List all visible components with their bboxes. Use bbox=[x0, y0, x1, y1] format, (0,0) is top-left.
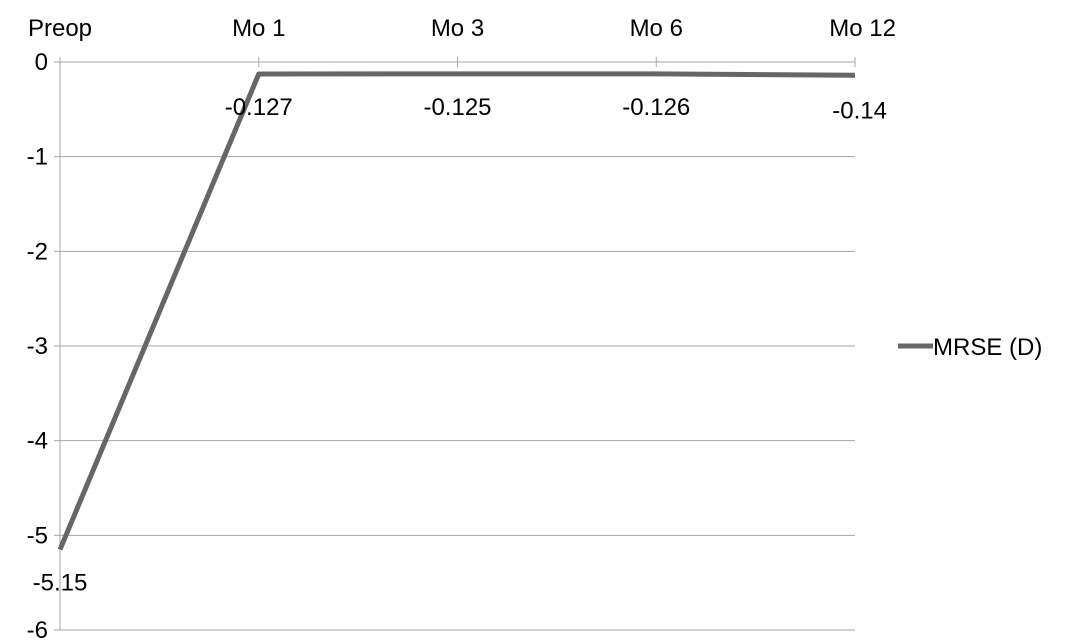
legend-label-0: MRSE (D) bbox=[933, 334, 1042, 361]
y-tick-label-2: -2 bbox=[27, 238, 48, 265]
gridlines bbox=[60, 156, 855, 631]
data-label-0-0: -5.15 bbox=[33, 570, 88, 597]
x-tick-label-3: Mo 6 bbox=[630, 15, 683, 42]
y-tick-label-6: -6 bbox=[27, 617, 48, 641]
series-lines bbox=[57, 71, 856, 551]
data-label-0-4: -0.14 bbox=[832, 97, 887, 124]
x-tick-label-2: Mo 3 bbox=[431, 15, 484, 42]
y-tick-label-3: -3 bbox=[27, 333, 48, 360]
y-axis-ticks: 0 -1 -2 -3 -4 -5 -6 bbox=[27, 49, 48, 641]
y-tick-label-5: -5 bbox=[27, 522, 48, 549]
x-axis-ticks: Preop Mo 1 Mo 3 Mo 6 Mo 12 bbox=[28, 15, 896, 42]
x-tick-label-4: Mo 12 bbox=[829, 15, 896, 42]
data-label-0-1: -0.127 bbox=[225, 94, 293, 121]
data-labels: -5.15 -0.127 -0.125 -0.126 -0.14 bbox=[33, 94, 887, 597]
axes bbox=[54, 57, 856, 631]
y-tick-label-4: -4 bbox=[27, 428, 48, 455]
x-tick-label-1: Mo 1 bbox=[232, 15, 285, 42]
data-label-0-3: -0.126 bbox=[622, 94, 690, 121]
series-line-0 bbox=[57, 71, 856, 551]
y-tick-label-1: -1 bbox=[27, 144, 48, 171]
data-label-0-2: -0.125 bbox=[423, 94, 491, 121]
y-tick-label-0: 0 bbox=[35, 49, 48, 76]
x-tick-label-0: Preop bbox=[28, 15, 92, 42]
legend: MRSE (D) bbox=[898, 334, 1042, 361]
